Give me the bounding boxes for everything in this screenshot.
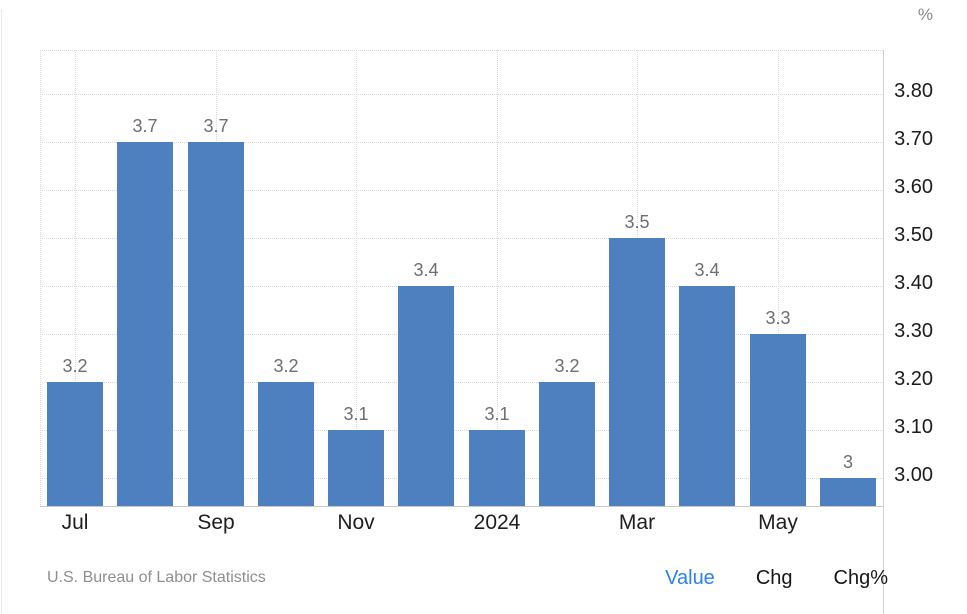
gridline-horizontal <box>40 142 883 144</box>
bar-value-label: 3.1 <box>343 404 369 424</box>
widget-left-border <box>1 9 2 614</box>
y-axis-label: 3.30 <box>894 320 933 342</box>
gridline-horizontal <box>40 430 883 432</box>
right-axis-line <box>883 50 884 614</box>
toggle-chg-pct[interactable]: Chg% <box>833 567 888 589</box>
gridline-horizontal-top-boundary <box>40 50 883 51</box>
gridline-vertical-left-boundary <box>40 50 41 507</box>
bar-jun[interactable] <box>820 478 876 506</box>
bar-feb[interactable] <box>539 382 595 506</box>
bar-mar[interactable] <box>609 238 665 506</box>
x-axis-label: Nov <box>337 511 375 534</box>
bar-value-label: 3.2 <box>62 356 88 376</box>
gridline-horizontal <box>40 286 883 288</box>
bar-jan[interactable] <box>469 430 525 506</box>
x-axis-label: Jul <box>61 511 89 534</box>
bar-jul[interactable] <box>47 382 103 506</box>
y-axis-label: 3.80 <box>894 80 933 102</box>
toggle-value[interactable]: Value <box>665 567 715 589</box>
gridline-vertical <box>778 50 779 507</box>
bar-value-label: 3.3 <box>765 308 791 328</box>
bar-dec[interactable] <box>398 286 454 506</box>
bar-value-label: 3.1 <box>484 404 510 424</box>
x-axis-line <box>40 506 884 507</box>
gridline-horizontal <box>40 190 883 192</box>
bar-value-label: 3.5 <box>624 212 650 232</box>
bar-oct[interactable] <box>258 382 314 506</box>
x-axis-label: Sep <box>197 511 235 534</box>
y-axis-label: 3.60 <box>894 176 933 198</box>
x-axis-label: May <box>758 511 798 534</box>
y-axis-label: 3.00 <box>894 464 933 486</box>
gridline-horizontal <box>40 94 883 96</box>
y-axis-label: 3.40 <box>894 272 933 294</box>
bar-value-label: 3 <box>842 452 853 472</box>
gridline-horizontal <box>40 334 883 336</box>
y-axis-label: 3.70 <box>894 128 933 150</box>
bar-value-label: 3.4 <box>413 260 439 280</box>
bar-value-label: 3.7 <box>203 116 229 136</box>
bar-value-label: 3.7 <box>132 116 158 136</box>
bar-apr[interactable] <box>679 286 735 506</box>
bar-value-label: 3.2 <box>273 356 299 376</box>
bar-may[interactable] <box>750 334 806 506</box>
y-axis-label: 3.10 <box>894 416 933 438</box>
gridline-horizontal <box>40 382 883 384</box>
bar-value-label: 3.2 <box>554 356 580 376</box>
gridline-vertical <box>497 50 498 507</box>
gridline-horizontal <box>40 478 883 480</box>
gridline-vertical <box>75 50 76 507</box>
bar-aug[interactable] <box>117 142 173 506</box>
y-axis-label: 3.50 <box>894 224 933 246</box>
x-axis-label: 2024 <box>473 511 521 534</box>
y-axis-label: 3.20 <box>894 368 933 390</box>
bar-sep[interactable] <box>188 142 244 506</box>
gridline-horizontal <box>40 238 883 240</box>
bar-value-label: 3.4 <box>694 260 720 280</box>
y-axis-unit-label: % <box>917 5 933 24</box>
x-axis-label: Mar <box>618 511 656 534</box>
bar-nov[interactable] <box>328 430 384 506</box>
toggle-chg[interactable]: Chg <box>755 567 793 589</box>
gridline-vertical <box>356 50 357 507</box>
series-mode-toggles: Value Chg Chg% <box>665 567 888 590</box>
source-attribution: U.S. Bureau of Labor Statistics <box>47 569 266 586</box>
